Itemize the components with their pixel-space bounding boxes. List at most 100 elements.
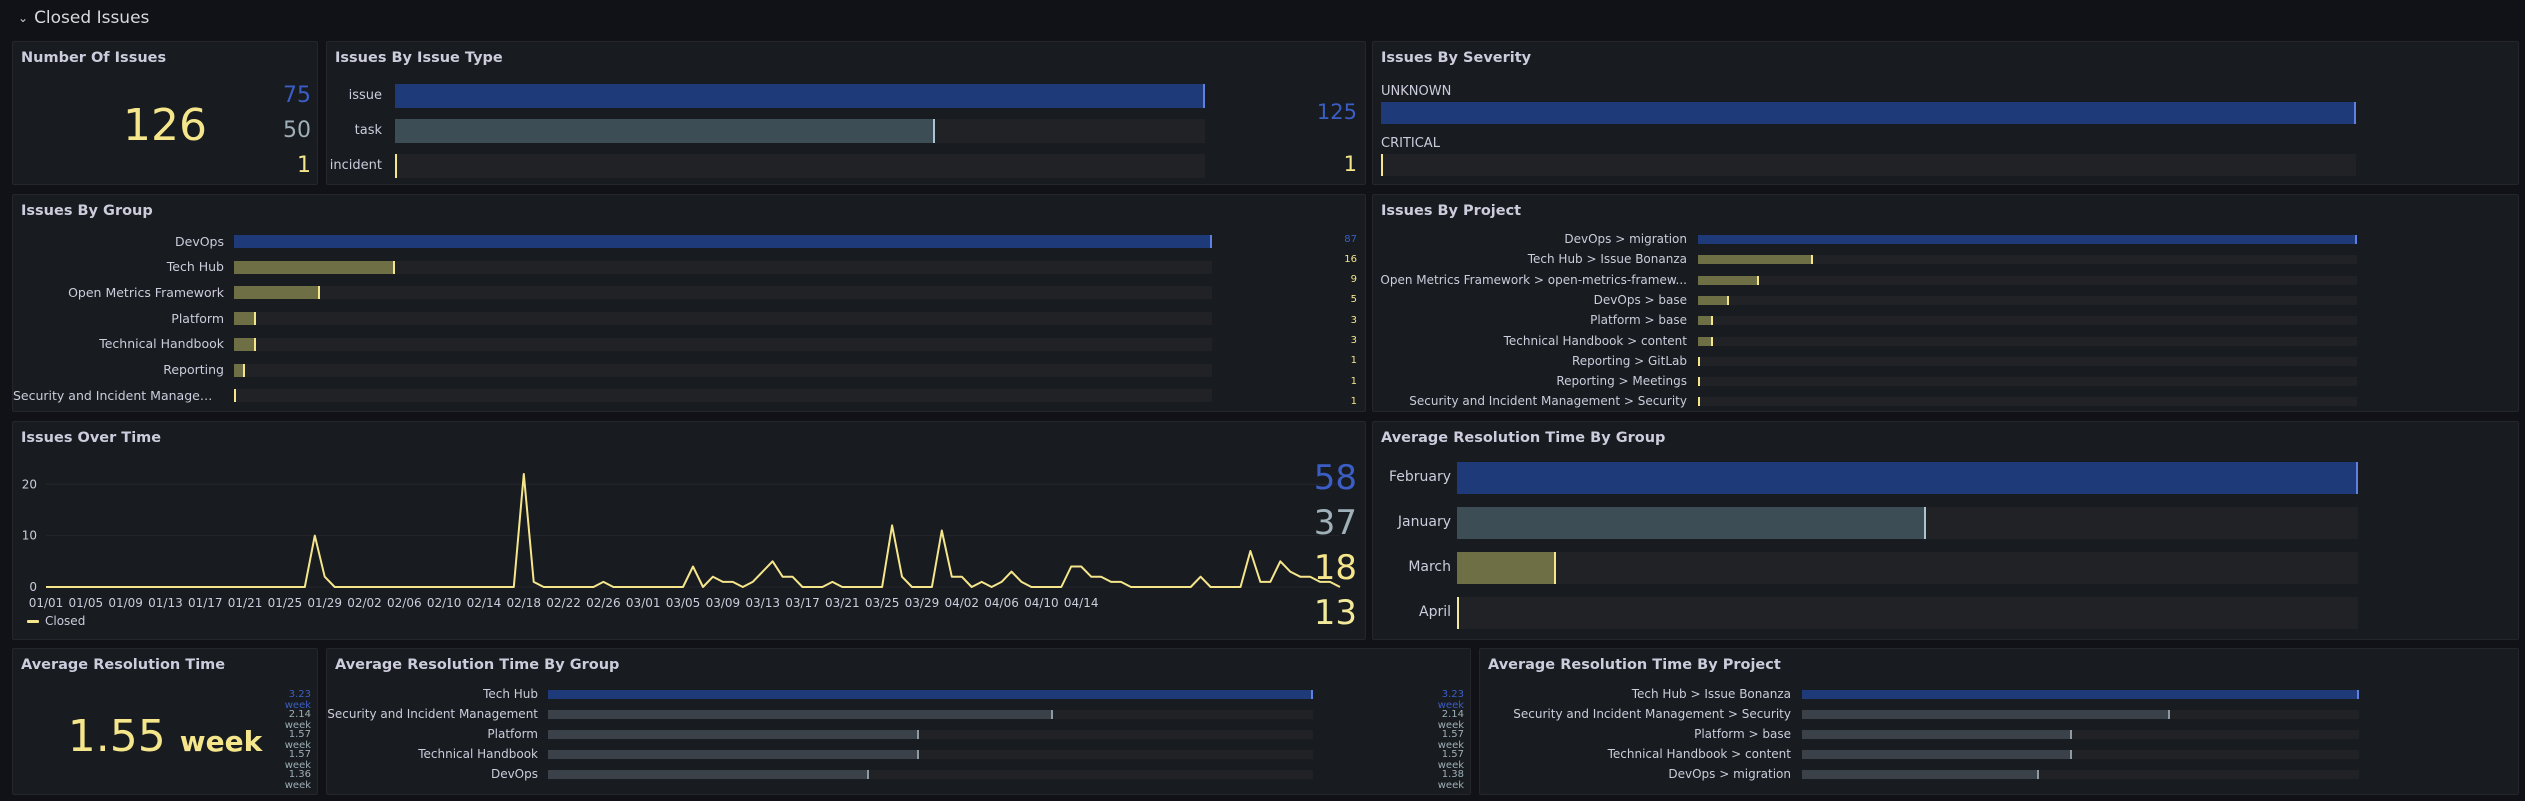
chart-legend[interactable]: Closed (27, 614, 85, 628)
line-chart[interactable]: 0 10 20 01/01 01/05 01/09 01/13 01/17 01/21 01/25… (13, 422, 1365, 639)
bar-value: 3 (1350, 335, 1357, 346)
bar-value: 1.57 week (284, 748, 312, 771)
bar-label: Tech Hub (483, 687, 538, 701)
bar-fill (548, 730, 920, 739)
x-tick-label: 01/09 (108, 596, 143, 610)
stat-value: 1.55 week (13, 711, 317, 762)
bar-track (1457, 597, 2358, 629)
x-tick-label: 04/06 (984, 596, 1019, 610)
bar-label: Open Metrics Framework > open-metrics-fr… (1380, 272, 1687, 287)
bar-label: Platform (171, 310, 224, 326)
bar-tick (253, 337, 256, 351)
bar-track (234, 312, 1212, 326)
chevron-down-icon[interactable]: ⌄ (18, 11, 29, 25)
bar-fill (548, 710, 1053, 719)
x-tick-label: 04/10 (1024, 596, 1059, 610)
bar-label: Technical Handbook > content (1607, 747, 1791, 761)
bar-label: Tech Hub > Issue Bonanza (1527, 252, 1687, 267)
bar-value: 87 (1344, 233, 1357, 245)
bar-track (1802, 710, 2359, 719)
bar-tick (1757, 275, 1760, 285)
x-tick-label: 02/02 (347, 596, 382, 610)
bar-value: 1 (297, 152, 311, 178)
bar-tick (2036, 770, 2039, 779)
bar-tick (2356, 462, 2358, 494)
bar-track (1698, 235, 2357, 244)
x-tick-label: 02/18 (506, 596, 541, 610)
y-tick-label: 10 (22, 529, 37, 543)
bar-label: January (1397, 514, 1451, 531)
x-tick-label: 01/21 (228, 596, 263, 610)
bar-tick (867, 770, 870, 779)
bar-fill (548, 770, 870, 779)
bar-fill (1802, 770, 2039, 779)
x-tick-label: 01/17 (188, 596, 223, 610)
bar-tick (1457, 597, 1459, 629)
x-tick-label: 03/09 (706, 596, 741, 610)
panel-avg-resolution-by-group[interactable]: Average Resolution Time By Group Tech Hu… (285, 648, 1471, 795)
panel-issues-by-project[interactable]: Issues By Project DevOps > migration 87 Te… (1344, 194, 2519, 412)
bar-tick (1381, 154, 1383, 176)
panel-issues-over-time[interactable]: Issues Over Time 0 10 20 01/01 01/05 01/09 01/… (12, 421, 1366, 640)
x-tick-label: 03/29 (905, 596, 940, 610)
panel-issues-by-group[interactable]: Issues By Group DevOps92Tech Hub16Open M… (12, 194, 1366, 412)
bar-value: 3 (1350, 314, 1357, 326)
bar-fill (1698, 235, 2357, 244)
panel-number-of-issues[interactable]: Number Of Issues 126 (12, 41, 318, 185)
bar-label: April (1419, 604, 1451, 621)
row-title: Closed Issues (34, 8, 150, 28)
legend-swatch (27, 619, 39, 623)
x-tick-label: 04/02 (944, 596, 979, 610)
bar-label: Reporting (163, 362, 224, 378)
panel-title: Issues By Issue Type (335, 50, 503, 66)
panel-avg-resolution-by-project[interactable]: Average Resolution Time By Project Tech … (1438, 648, 2519, 795)
bar-fill (1698, 316, 1714, 326)
bar-tick (1698, 356, 1700, 366)
bar-track (234, 286, 1212, 300)
series-line-closed[interactable] (46, 473, 1341, 588)
x-tick-label: 04/14 (1064, 596, 1099, 610)
bar-label: UNKNOWN (1381, 84, 1452, 99)
bar-track (1698, 336, 2357, 346)
bar-fill (234, 337, 256, 351)
x-tick-label: 03/13 (745, 596, 780, 610)
bar-tick (1726, 295, 1729, 305)
bar-label: Security and Incident Management (13, 387, 224, 403)
panel-issues-by-severity[interactable]: Issues By Severity UNKNOWN 125 CRITICAL 1 (1317, 41, 2519, 185)
panel-title: Average Resolution Time By Project (1488, 657, 1781, 673)
x-tick-label: 03/25 (865, 596, 900, 610)
bar-label: February (1388, 469, 1451, 486)
panel-title: Issues By Severity (1381, 50, 1532, 66)
bar-track (1802, 770, 2359, 779)
bar-track (1802, 730, 2359, 739)
bar-value: 125 (1316, 100, 1357, 125)
bar-track (1457, 552, 2358, 584)
bar-track (548, 770, 1313, 779)
y-tick-label: 0 (29, 580, 37, 594)
bar-value: 13 (1313, 592, 1357, 633)
bar-fill (395, 84, 1205, 108)
bar-tick (1050, 710, 1053, 719)
panel-average-resolution-time[interactable]: Average Resolution Time 1.55 week (12, 648, 318, 795)
bar-track (234, 235, 1212, 248)
bar-label: Technical Handbook (418, 747, 538, 761)
bar-fill (1802, 750, 2073, 759)
x-tick-label: 01/13 (148, 596, 183, 610)
panel-issues-by-issue-type[interactable]: Issues By Issue Type issue 75 task 50 incide… (283, 41, 1366, 185)
bar-track (1381, 102, 2356, 124)
bar-value: 58 (1313, 457, 1357, 498)
bar-label: March (1408, 559, 1451, 576)
bar-label: DevOps > migration (1668, 767, 1791, 781)
bar-track (1698, 356, 2357, 366)
bar-track (1457, 462, 2358, 494)
panel-avg-resolution-by-group-month[interactable]: Average Resolution Time By Group Februar… (1314, 421, 2519, 640)
legend-label: Closed (45, 614, 86, 628)
y-tick-label: 20 (22, 477, 37, 491)
stat-value: 126 (123, 100, 207, 151)
bar-tick (1711, 316, 1714, 326)
bar-fill (1802, 690, 2359, 699)
bar-label: Security and Incident Management > Secur… (1409, 394, 1687, 409)
bar-fill (1698, 336, 1714, 346)
bar-fill (1698, 295, 1729, 305)
row-header-closed-issues[interactable]: ⌄ Closed Issues (18, 6, 149, 30)
